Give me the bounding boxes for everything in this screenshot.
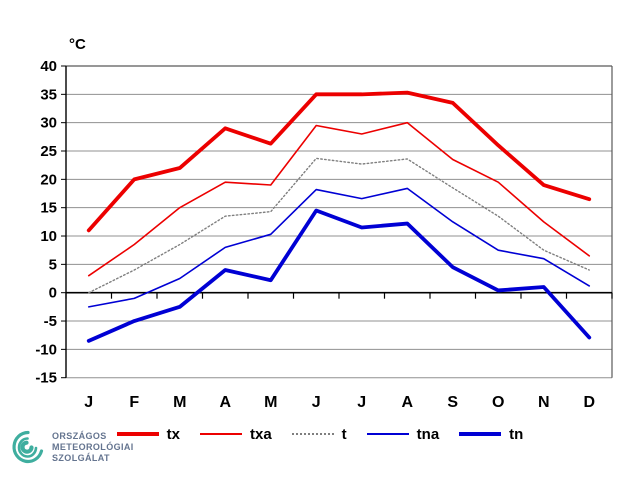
- legend-item-tx: tx: [116, 425, 180, 443]
- logo-line-2: METEOROLÓGIAI: [52, 441, 134, 452]
- x-tick-label: J: [312, 394, 321, 411]
- logo-line-3: SZOLGÁLAT: [52, 452, 110, 463]
- y-tick-label: 0: [49, 285, 57, 302]
- y-tick-label: 20: [40, 171, 57, 188]
- legend-item-tn: tn: [459, 426, 523, 443]
- legend-line-sample-tx: [116, 432, 159, 436]
- x-tick-label: M: [173, 394, 186, 411]
- legend-label-tn: tn: [509, 425, 524, 443]
- y-tick-label: 5: [49, 256, 57, 273]
- legend-label-tna: tna: [416, 425, 440, 443]
- omsz-logo-text: ORSZÁGOS METEOROLÓGIAI SZOLGÁLAT: [52, 431, 134, 464]
- x-tick-label: A: [401, 394, 413, 411]
- x-tick-label: M: [264, 394, 277, 411]
- y-tick-label: 30: [40, 115, 57, 132]
- x-tick-label: S: [447, 394, 458, 411]
- y-tick-label: 35: [40, 86, 57, 103]
- legend-line-sample-tna: [366, 433, 409, 435]
- y-axis-unit-label: °C: [69, 36, 86, 53]
- x-tick-label: O: [492, 394, 504, 411]
- series-tna-line: [87, 187, 591, 308]
- y-tick-label: 10: [40, 228, 57, 245]
- x-tick-label: J: [357, 394, 366, 411]
- legend-item-t: t: [291, 425, 347, 443]
- legend-line-sample-txa: [199, 433, 242, 435]
- y-tick-label: -10: [35, 341, 57, 358]
- x-tick-label: F: [129, 394, 139, 411]
- x-tick-label: N: [538, 394, 550, 411]
- x-tick-label: J: [84, 394, 93, 411]
- y-tick-label: 25: [40, 143, 57, 160]
- series-t-line: [88, 157, 590, 294]
- series-txa-line: [87, 121, 591, 277]
- y-tick-label: 40: [40, 58, 57, 75]
- y-tick-label: 15: [40, 200, 57, 217]
- x-tick-label: D: [583, 394, 595, 411]
- series-tn-line: [86, 208, 592, 343]
- legend-label-tx: tx: [166, 425, 180, 443]
- legend-line-sample-t: [291, 433, 334, 435]
- y-tick-label: -5: [44, 313, 57, 330]
- omsz-swirl-icon: [12, 430, 44, 464]
- legend-label-t: t: [341, 425, 347, 443]
- series-tx-line: [86, 90, 592, 233]
- legend-item-tna: tna: [366, 425, 440, 443]
- x-tick-label: A: [219, 394, 231, 411]
- y-tick-label: -15: [35, 370, 57, 387]
- legend-line-sample-tn: [459, 432, 502, 436]
- chart-legend: tx txa t tna tn: [0, 423, 640, 445]
- legend-label-txa: txa: [249, 425, 272, 443]
- legend-item-txa: txa: [199, 425, 272, 443]
- omsz-logo: ORSZÁGOS METEOROLÓGIAI SZOLGÁLAT: [10, 428, 134, 466]
- logo-line-1: ORSZÁGOS: [52, 430, 107, 441]
